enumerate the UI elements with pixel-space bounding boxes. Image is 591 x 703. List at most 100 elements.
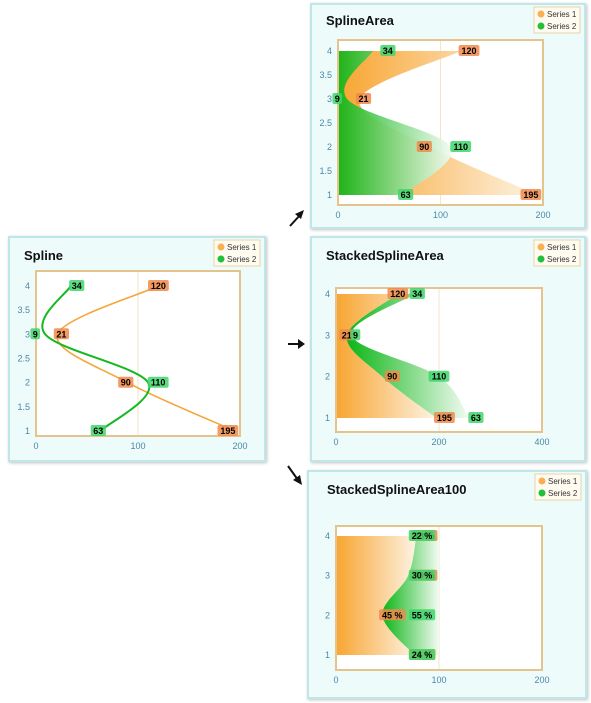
series-2-data-label: 30 %	[408, 569, 436, 581]
series-1-data-label: 90	[118, 376, 134, 388]
series-2-data-label: 63	[90, 425, 106, 436]
series-1-data-label: 195	[520, 189, 542, 200]
legend-label-series-1: Series 1	[548, 477, 578, 486]
series-2-data-label: 9	[30, 328, 40, 340]
y-tick-label: 2	[327, 142, 332, 152]
series-1-data-label-text: 120	[151, 281, 166, 291]
series-1-data-label-text: 90	[419, 142, 429, 152]
legend-swatch-series-1	[538, 477, 546, 485]
x-tick-label: 200	[232, 441, 247, 451]
series-2-data-label-text: 63	[401, 190, 411, 200]
series-2-data-label-text: 55 %	[412, 610, 433, 620]
x-tick-label: 0	[33, 441, 38, 451]
y-tick-label: 2	[325, 610, 330, 620]
series-2-data-label: 9	[332, 93, 342, 104]
series-2-data-label: 110	[147, 376, 169, 388]
series-2-data-label: 55 %	[408, 609, 436, 621]
y-tick-label: 1	[25, 426, 30, 436]
x-tick-label: 100	[431, 675, 446, 685]
x-tick-label: 200	[535, 210, 550, 220]
series-2-data-label: 34	[380, 45, 396, 56]
y-tick-label: 1	[325, 413, 330, 423]
series-1-data-label-text: 90	[121, 378, 131, 388]
series-1-data-label-text: 195	[437, 413, 452, 423]
series-2-data-label-text: 24 %	[412, 650, 433, 660]
series-2-area	[338, 51, 452, 195]
series-1-data-label: 195	[217, 425, 239, 436]
y-tick-label: 2	[25, 378, 30, 388]
y-tick-label: 3.5	[17, 305, 30, 315]
series-2-data-label: 9	[350, 329, 361, 341]
legend-swatch-series-2	[538, 489, 546, 497]
y-tick-label: 3	[25, 329, 30, 339]
chart-title: SplineArea	[326, 13, 395, 28]
legend-swatch-series-2	[537, 22, 545, 30]
series-1-area	[336, 536, 417, 655]
legend-label-series-1: Series 1	[547, 243, 577, 252]
y-tick-label: 2	[325, 372, 330, 382]
legend-label-series-1: Series 1	[227, 243, 257, 252]
series-2-data-label-text: 34	[72, 281, 82, 291]
series-2-data-label-text: 110	[151, 378, 166, 388]
series-2-data-label-text: 22 %	[412, 531, 433, 541]
legend: Series 1 Series 2	[533, 239, 581, 267]
series-2-line	[41, 285, 151, 432]
splinearea-chart-panel: SplineArea Series 1 Series 2 1 1.5 2 2.5 3 3.5 4 0…	[310, 3, 586, 229]
plot-border	[335, 287, 543, 433]
arrow-to-stackedsplinearea100-icon	[287, 465, 302, 485]
series-2-data-label-text: 9	[353, 330, 358, 340]
splinearea-chart: SplineArea Series 1 Series 2 1 1.5 2 2.5 3 3.5 4 0…	[319, 6, 581, 220]
y-tick-label: 4	[25, 281, 30, 291]
series-2-data-label: 110	[450, 141, 472, 152]
x-tick-label: 200	[431, 437, 446, 447]
series-1-data-label-text: 195	[220, 426, 235, 436]
series-1-data-label-text: 195	[523, 190, 538, 200]
series-2-data-label: 63	[468, 412, 484, 423]
series-2-data-label-text: 9	[335, 94, 340, 104]
legend-swatch-series-2	[217, 255, 225, 263]
legend-label-series-2: Series 2	[548, 489, 578, 498]
series-2-data-label: 34	[69, 280, 85, 291]
legend: Series 1 Series 2	[534, 473, 582, 501]
legend: Series 1 Series 2	[213, 239, 261, 267]
series-1-data-label: 21	[355, 93, 372, 104]
series-2-data-label: 34	[409, 288, 425, 299]
y-tick-label: 3	[327, 94, 332, 104]
plot-border	[337, 39, 544, 206]
series-2-data-label-text: 63	[471, 413, 481, 423]
spline-chart: Spline Series 1 Series 2 1 1.5 2 2.5 3 3.5 4 0 100 2…	[17, 239, 261, 451]
series-2-data-label: 24 %	[408, 649, 436, 660]
plot-border	[335, 525, 543, 671]
stacked100-chart: StackedSplineArea100 Series 1 Series 2 1 2 3 4…	[325, 473, 582, 685]
series-1-data-label-text: 21	[342, 330, 352, 340]
spline-chart-panel: Spline Series 1 Series 2 1 1.5 2 2.5 3 3.5 4 0 100 2…	[8, 236, 266, 462]
series-1-data-label-text: 120	[461, 46, 476, 56]
y-tick-label: 1.5	[17, 402, 30, 412]
series-2-area	[382, 536, 439, 655]
legend-swatch-series-2	[537, 255, 545, 263]
series-2-data-label-text: 63	[93, 426, 103, 436]
y-tick-label: 1.5	[319, 166, 332, 176]
legend-swatch-series-1	[537, 10, 545, 18]
arrow-to-stackedsplinearea-icon	[288, 339, 305, 349]
series-2-data-label: 110	[428, 370, 450, 382]
series-1-data-label: 90	[416, 141, 432, 152]
legend-swatch-series-1	[537, 243, 545, 251]
x-tick-label: 100	[130, 441, 145, 451]
chart-title: Spline	[24, 248, 63, 263]
series-1-data-label-text: 90	[387, 372, 397, 382]
series-2-data-label-text: 9	[33, 329, 38, 339]
x-tick-label: 100	[433, 210, 448, 220]
series-2-data-label-text: 110	[454, 142, 469, 152]
y-tick-label: 1	[327, 190, 332, 200]
series-1-data-label: 90	[384, 370, 400, 382]
series-1-data-label: 120	[458, 45, 480, 56]
arrow-to-splinearea-icon	[289, 210, 304, 227]
y-tick-label: 4	[325, 531, 330, 541]
legend-label-series-2: Series 2	[547, 22, 577, 31]
series-1-data-label-text: 120	[390, 289, 405, 299]
series-1-data-label-text: 21	[56, 329, 66, 339]
legend-label-series-2: Series 2	[547, 255, 577, 264]
x-tick-label: 400	[534, 437, 549, 447]
y-tick-label: 3	[325, 330, 330, 340]
